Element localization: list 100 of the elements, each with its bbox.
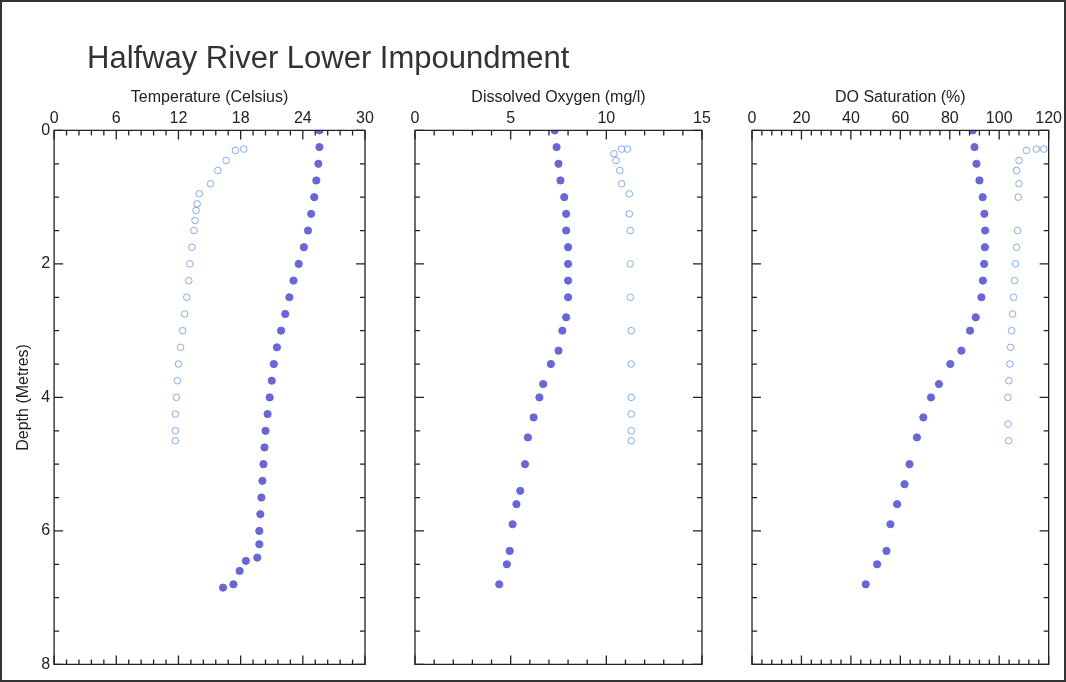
- point: [886, 520, 895, 529]
- x-tick-label: 15: [693, 109, 711, 127]
- point: [1009, 293, 1018, 301]
- point: [627, 410, 635, 418]
- point: [563, 243, 573, 252]
- point: [1007, 326, 1016, 335]
- point: [299, 243, 308, 252]
- x-tick-label: 100: [985, 109, 1013, 127]
- point: [946, 359, 955, 369]
- point: [315, 142, 324, 152]
- point: [312, 176, 321, 185]
- point: [190, 226, 198, 235]
- point: [310, 193, 319, 202]
- point: [980, 209, 989, 218]
- point: [560, 193, 569, 202]
- point: [627, 360, 635, 368]
- x-tick-label: 20: [792, 109, 811, 127]
- point: [191, 216, 199, 225]
- point: [616, 166, 624, 175]
- point: [1004, 420, 1012, 428]
- x-tick-label: 6: [111, 109, 121, 127]
- point: [626, 226, 634, 235]
- point: [978, 276, 987, 285]
- point: [259, 460, 268, 469]
- point: [978, 193, 987, 202]
- point: [241, 556, 250, 566]
- point: [1008, 310, 1017, 318]
- point: [893, 500, 902, 509]
- point: [303, 226, 313, 235]
- point: [214, 166, 222, 175]
- x-tick-label: 10: [597, 109, 616, 127]
- point: [193, 200, 201, 208]
- point: [934, 379, 943, 389]
- point: [1015, 180, 1023, 188]
- point: [1012, 243, 1021, 251]
- point: [556, 176, 565, 185]
- point: [294, 259, 303, 268]
- point: [1010, 276, 1019, 285]
- point: [1006, 343, 1015, 352]
- point: [256, 510, 265, 519]
- point: [975, 176, 984, 185]
- point: [617, 145, 626, 153]
- point: [289, 276, 298, 285]
- point: [1015, 156, 1023, 165]
- point: [872, 560, 882, 569]
- point: [900, 480, 909, 489]
- point: [263, 409, 272, 419]
- chart-title: Halfway River Lower Impoundment: [87, 40, 570, 76]
- point: [235, 566, 244, 576]
- x-tick-label: 18: [231, 109, 250, 127]
- point: [206, 180, 215, 188]
- point: [563, 293, 573, 302]
- point: [626, 260, 634, 268]
- point: [183, 293, 191, 301]
- point: [195, 190, 203, 198]
- x-tick-label: 80: [940, 109, 959, 127]
- point: [265, 393, 274, 402]
- point: [253, 553, 262, 562]
- point: [971, 313, 980, 322]
- point: [554, 346, 563, 355]
- point: [1004, 437, 1013, 445]
- point: [625, 210, 633, 218]
- point: [563, 259, 573, 268]
- point: [546, 359, 555, 369]
- y-tick-label: 2: [41, 254, 51, 272]
- point: [307, 209, 316, 218]
- point: [1012, 166, 1021, 175]
- point: [229, 580, 238, 589]
- point: [965, 326, 975, 335]
- point: [272, 343, 282, 352]
- point: [882, 546, 891, 556]
- point: [1040, 145, 1048, 153]
- point: [1011, 260, 1020, 268]
- point: [281, 309, 290, 319]
- point: [1014, 193, 1022, 201]
- y-tick-label: 8: [41, 654, 51, 672]
- x-tick-label: 24: [293, 109, 312, 127]
- point: [285, 293, 294, 302]
- point: [861, 580, 870, 589]
- point: [260, 443, 269, 452]
- point: [612, 156, 620, 165]
- y-tick-label: 0: [41, 120, 51, 138]
- point: [562, 226, 571, 235]
- point: [905, 460, 914, 469]
- point: [972, 159, 981, 168]
- point: [512, 500, 521, 509]
- point: [626, 293, 634, 301]
- point: [192, 206, 200, 215]
- point: [178, 326, 187, 335]
- point: [171, 410, 180, 418]
- x-axis-title: DO Saturation (%): [834, 88, 966, 106]
- point: [257, 493, 266, 502]
- x-tick-label: 5: [506, 109, 516, 127]
- y-axis-title: Depth (Metres): [14, 344, 32, 451]
- point: [552, 142, 561, 152]
- point: [610, 150, 618, 158]
- point: [529, 413, 538, 422]
- point: [523, 433, 532, 442]
- point: [171, 437, 180, 445]
- point: [1013, 226, 1022, 235]
